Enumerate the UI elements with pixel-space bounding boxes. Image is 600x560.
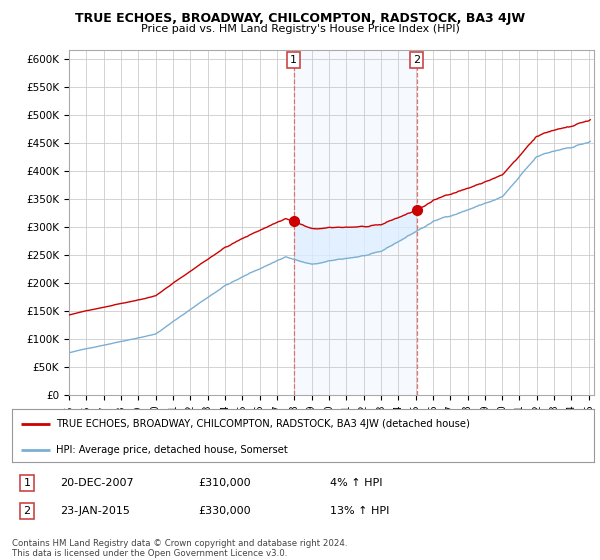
Text: 2: 2 bbox=[413, 55, 421, 65]
Text: HPI: Average price, detached house, Somerset: HPI: Average price, detached house, Some… bbox=[56, 445, 287, 455]
Text: 13% ↑ HPI: 13% ↑ HPI bbox=[330, 506, 389, 516]
Text: TRUE ECHOES, BROADWAY, CHILCOMPTON, RADSTOCK, BA3 4JW: TRUE ECHOES, BROADWAY, CHILCOMPTON, RADS… bbox=[75, 12, 525, 25]
Text: Price paid vs. HM Land Registry's House Price Index (HPI): Price paid vs. HM Land Registry's House … bbox=[140, 24, 460, 34]
Text: Contains HM Land Registry data © Crown copyright and database right 2024.
This d: Contains HM Land Registry data © Crown c… bbox=[12, 539, 347, 558]
Text: TRUE ECHOES, BROADWAY, CHILCOMPTON, RADSTOCK, BA3 4JW (detached house): TRUE ECHOES, BROADWAY, CHILCOMPTON, RADS… bbox=[56, 419, 470, 429]
Text: 20-DEC-2007: 20-DEC-2007 bbox=[60, 478, 134, 488]
Text: £330,000: £330,000 bbox=[198, 506, 251, 516]
Text: 2: 2 bbox=[23, 506, 31, 516]
Text: 23-JAN-2015: 23-JAN-2015 bbox=[60, 506, 130, 516]
Text: 1: 1 bbox=[23, 478, 31, 488]
Text: 1: 1 bbox=[290, 55, 297, 65]
Text: £310,000: £310,000 bbox=[198, 478, 251, 488]
Text: 4% ↑ HPI: 4% ↑ HPI bbox=[330, 478, 383, 488]
